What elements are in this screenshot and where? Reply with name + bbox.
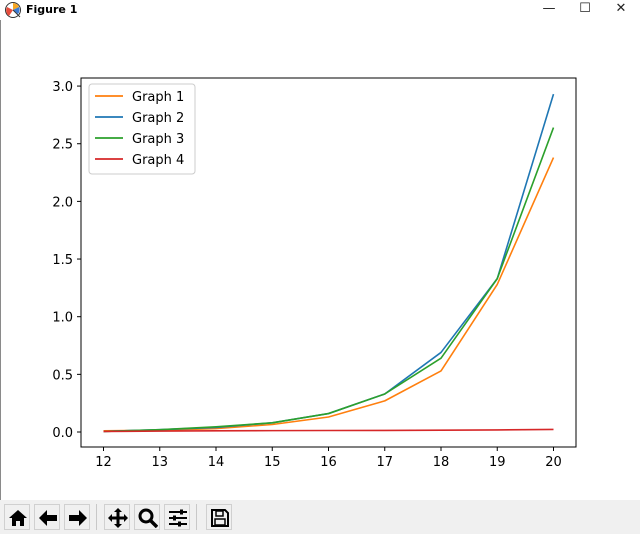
toolbar-separator: [96, 504, 97, 530]
matplotlib-logo-icon: [5, 2, 21, 18]
home-icon: [9, 510, 27, 526]
series-line-graph-4: [103, 428, 554, 433]
series-line-graph-3: [103, 127, 555, 433]
figure-canvas[interactable]: 12 13 14 15 16 17 18 19 20 0.0 0.5 1.0 1.5 2.0 2.5 3.0 G…: [1, 20, 640, 500]
configure-subplots-button[interactable]: [164, 504, 190, 530]
x-tick-label: 12: [95, 455, 112, 470]
x-tick-label: 14: [208, 455, 225, 470]
back-button[interactable]: [34, 504, 60, 530]
navigation-toolbar: [0, 500, 640, 534]
save-button[interactable]: [206, 504, 232, 530]
zoom-icon: [138, 508, 158, 528]
x-tick-label: 15: [264, 455, 281, 470]
close-button[interactable]: ✕: [615, 1, 627, 16]
legend-label: Graph 4: [132, 153, 184, 168]
forward-icon: [69, 510, 87, 526]
y-tick-label: 2.5: [52, 138, 73, 153]
window-title: Figure 1: [26, 3, 78, 16]
legend-label: Graph 3: [132, 132, 184, 147]
legend-label: Graph 1: [132, 90, 184, 105]
zoom-button[interactable]: [134, 504, 160, 530]
toolbar-separator: [196, 504, 197, 530]
y-tick-label: 0.0: [52, 426, 73, 441]
window-left-edge: [0, 20, 1, 500]
back-icon: [39, 510, 57, 526]
y-tick-label: 1.5: [52, 253, 73, 268]
line-chart: 12 13 14 15 16 17 18 19 20 0.0 0.5 1.0 1.5 2.0 2.5 3.0 G…: [52, 77, 577, 470]
pan-icon: [108, 508, 128, 528]
minimize-button[interactable]: —: [542, 1, 556, 16]
x-tick-label: 16: [320, 455, 337, 470]
configure-subplots-icon: [169, 509, 187, 527]
x-tick-label: 18: [433, 455, 450, 470]
save-icon: [211, 509, 229, 527]
y-tick-label: 3.0: [52, 80, 73, 95]
home-button[interactable]: [4, 504, 30, 530]
x-tick-label: 17: [376, 455, 393, 470]
x-tick-label: 20: [545, 455, 562, 470]
legend-box: [88, 83, 196, 175]
y-tick-label: 0.5: [52, 368, 73, 383]
x-tick-label: 19: [489, 455, 506, 470]
maximize-button[interactable]: ☐: [579, 1, 591, 16]
y-tick-label: 2.0: [52, 195, 73, 210]
legend-label: Graph 2: [132, 111, 184, 126]
pan-button[interactable]: [104, 504, 130, 530]
y-tick-label: 1.0: [52, 311, 73, 326]
title-bar: Figure 1 — ☐ ✕: [0, 0, 640, 20]
forward-button[interactable]: [64, 504, 90, 530]
x-tick-label: 13: [151, 455, 168, 470]
